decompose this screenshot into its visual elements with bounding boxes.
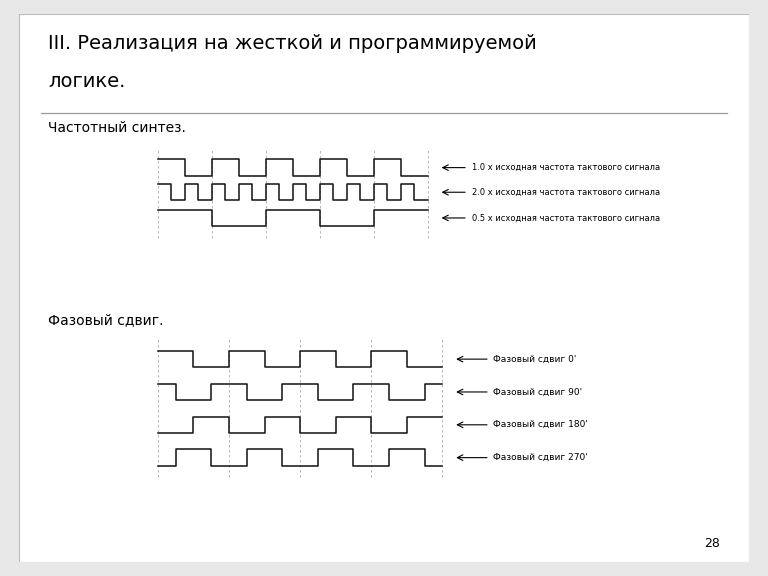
Text: 28: 28	[703, 537, 720, 550]
FancyBboxPatch shape	[19, 14, 749, 562]
Text: Фазовый сдвиг.: Фазовый сдвиг.	[48, 313, 164, 327]
Text: 0.5 х исходная частота тактового сигнала: 0.5 х исходная частота тактового сигнала	[472, 214, 660, 222]
Text: Фазовый сдвиг 0': Фазовый сдвиг 0'	[493, 355, 577, 363]
Text: Частотный синтез.: Частотный синтез.	[48, 121, 187, 135]
Text: Фазовый сдвиг 180': Фазовый сдвиг 180'	[493, 420, 588, 429]
Text: 1.0 х исходная частота тактового сигнала: 1.0 х исходная частота тактового сигнала	[472, 163, 660, 172]
Text: Фазовый сдвиг 90': Фазовый сдвиг 90'	[493, 388, 583, 396]
Text: 2.0 х исходная частота тактового сигнала: 2.0 х исходная частота тактового сигнала	[472, 188, 660, 197]
Text: III. Реализация на жесткой и программируемой: III. Реализация на жесткой и программиру…	[48, 33, 537, 52]
Text: логике.: логике.	[48, 72, 126, 91]
Text: Фазовый сдвиг 270': Фазовый сдвиг 270'	[493, 453, 588, 462]
